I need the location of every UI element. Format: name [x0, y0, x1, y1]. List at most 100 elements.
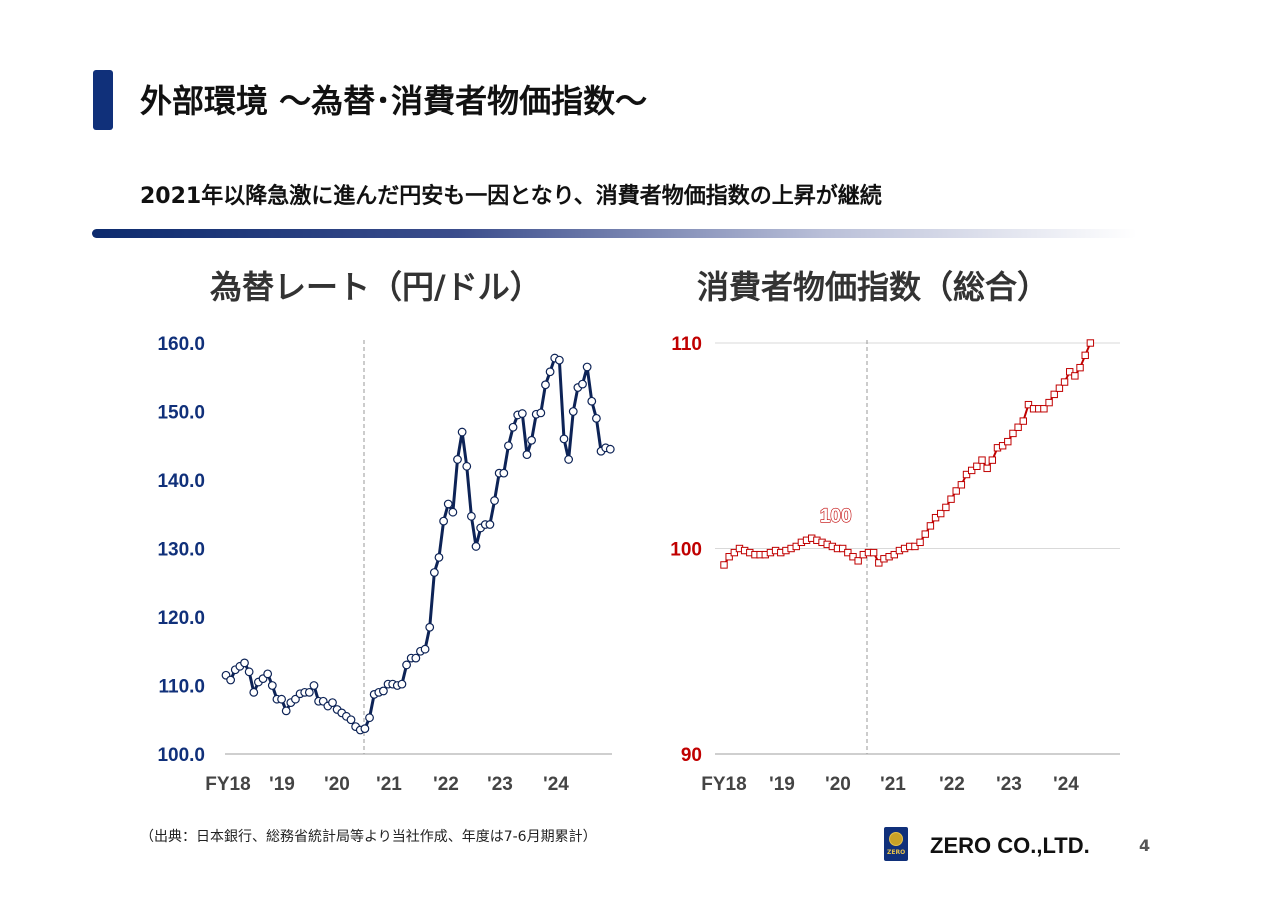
fx-data-point	[508, 422, 518, 432]
company-name: ZERO CO.,LTD.	[930, 833, 1090, 858]
fx-data-point	[490, 496, 499, 505]
fx-data-point	[582, 362, 592, 372]
fx-data-point	[434, 553, 444, 562]
cpi-base-annotation: 100	[820, 506, 852, 527]
cpi-data-point	[1055, 384, 1064, 392]
cpi-series-line	[723, 342, 1092, 566]
fx-data-point	[346, 715, 356, 725]
fx-y-tick-label: 160.0	[157, 334, 205, 355]
fx-data-point	[466, 511, 476, 521]
fx-data-point	[564, 455, 574, 464]
cpi-data-point	[962, 470, 971, 479]
fx-data-point	[504, 441, 513, 451]
fx-data-point	[541, 380, 550, 390]
fx-data-point	[439, 516, 449, 526]
cpi-data-point	[792, 542, 800, 551]
fx-data-point	[379, 686, 388, 696]
fx-data-point	[568, 407, 578, 416]
fx-x-tick-label: FY18	[205, 774, 250, 795]
fx-data-point	[554, 355, 564, 365]
fx-y-tick-label: 100.0	[157, 745, 205, 766]
cpi-data-point	[916, 538, 924, 547]
fx-data-point	[429, 568, 439, 577]
fx-data-point	[304, 687, 314, 697]
cpi-data-point	[869, 548, 878, 557]
fx-data-point	[499, 468, 509, 478]
fx-series-line	[224, 356, 611, 732]
fx-x-tick-label: '21	[376, 774, 402, 795]
fx-data-point	[411, 653, 421, 663]
page-subtitle: 2021年以降急激に進んだ円安も一因となり、消費者物価指数の上昇が継続	[140, 184, 882, 209]
fx-data-point	[592, 413, 601, 423]
fx-data-point	[605, 444, 615, 454]
fx-data-point	[443, 499, 453, 509]
fx-data-point	[559, 434, 569, 444]
cpi-data-point	[1066, 368, 1074, 376]
cpi-data-point	[1050, 390, 1058, 399]
fx-chart-title: 為替レート（円/ドル）	[210, 268, 542, 306]
fx-data-point	[517, 409, 527, 418]
fx-data-point	[527, 435, 536, 445]
fx-data-point	[291, 694, 300, 704]
fx-data-point	[462, 461, 472, 471]
cpi-data-point	[844, 548, 852, 557]
gradient-divider	[92, 229, 1137, 238]
fx-data-point	[360, 724, 370, 734]
cpi-data-point	[875, 559, 883, 567]
cpi-x-tick-label: FY18	[701, 774, 746, 795]
cpi-data-point	[978, 456, 986, 464]
cpi-y-tick-label: 100	[670, 540, 702, 561]
fx-data-point	[471, 542, 481, 551]
fx-data-point	[365, 713, 374, 723]
cpi-x-tick-label: '21	[880, 774, 906, 795]
cpi-data-point	[854, 557, 862, 565]
cpi-y-tick-label: 90	[681, 745, 702, 766]
fx-y-tick-label: 110.0	[159, 677, 206, 698]
cpi-data-point	[921, 530, 929, 538]
cpi-data-point	[730, 548, 739, 557]
fx-data-point	[226, 675, 236, 685]
fx-x-tick-label: '23	[487, 774, 513, 795]
fx-data-point	[522, 450, 532, 460]
cpi-x-tick-label: '22	[939, 774, 965, 795]
fx-data-point	[448, 507, 458, 517]
cpi-data-point	[1004, 437, 1012, 446]
fx-x-tick-label: '22	[433, 774, 459, 795]
fx-y-tick-label: 150.0	[157, 403, 205, 424]
logo-text: ZERO	[887, 849, 906, 856]
cpi-data-point	[947, 495, 955, 503]
cpi-data-point	[967, 466, 976, 475]
fx-data-point	[587, 396, 597, 406]
cpi-data-point	[890, 550, 898, 559]
fx-data-point	[267, 681, 277, 690]
fx-data-point	[420, 644, 430, 654]
cpi-data-point	[988, 456, 997, 464]
cpi-data-point	[911, 542, 919, 551]
cpi-data-point	[973, 462, 981, 471]
cpi-data-point	[931, 513, 940, 522]
fx-data-point	[244, 667, 254, 677]
cpi-x-tick-label: '20	[825, 774, 851, 795]
fx-data-point	[249, 687, 259, 697]
fx-data-point	[457, 427, 467, 437]
fx-data-point	[578, 379, 587, 389]
page-number: 4	[1139, 836, 1151, 855]
page-title: 外部環境 ～為替･消費者物価指数～	[140, 82, 648, 120]
fx-data-point	[240, 658, 249, 668]
cpi-y-tick-label: 110	[671, 334, 702, 355]
cpi-data-point	[849, 553, 857, 561]
cpi-data-point	[1014, 423, 1022, 431]
cpi-data-point	[937, 509, 945, 518]
cpi-data-point	[998, 442, 1007, 450]
fx-data-point	[309, 681, 319, 690]
fx-data-point	[402, 660, 411, 670]
title-accent-bar	[93, 70, 113, 130]
cpi-data-point	[1009, 429, 1017, 438]
cpi-data-point	[1040, 405, 1048, 413]
fx-x-tick-label: '24	[543, 774, 569, 795]
cpi-data-point	[983, 464, 991, 473]
fx-data-point	[545, 367, 555, 377]
fx-y-tick-label: 140.0	[157, 471, 205, 492]
cpi-data-point	[725, 553, 733, 561]
